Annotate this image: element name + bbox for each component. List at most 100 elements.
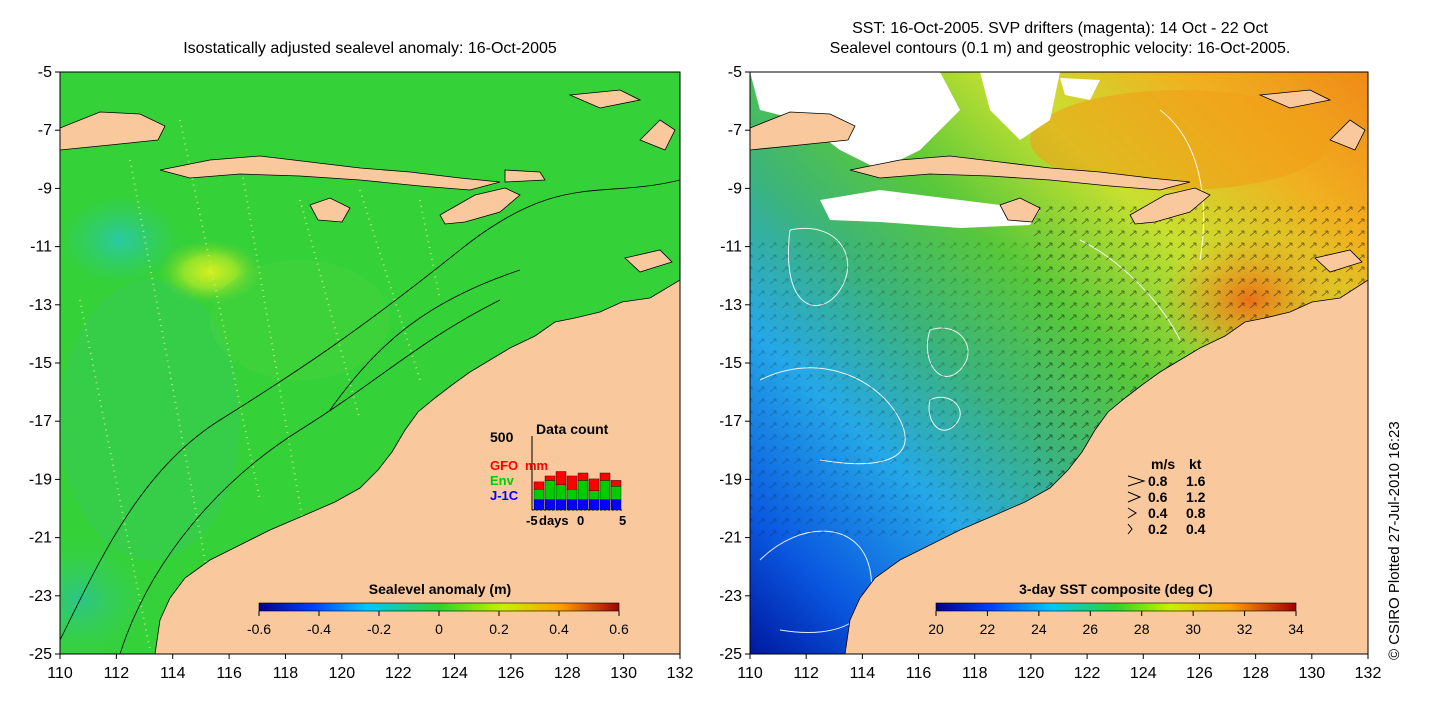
right-map-title-line2: Sealevel contours (0.1 m) and geostrophi…	[829, 40, 1291, 57]
data-count-bar-env	[599, 480, 611, 500]
data-count-bar-j1	[566, 499, 578, 511]
y-tick-label: -19	[720, 471, 742, 488]
left-colorbar-label: Sealevel anomaly (m)	[369, 581, 511, 597]
velocity-legend-ms-header: m/s	[1151, 456, 1175, 472]
velocity-legend-ms: 0.6	[1148, 489, 1168, 505]
x-tick-label: 126	[1186, 665, 1213, 682]
velocity-legend-ms: 0.2	[1148, 521, 1168, 537]
velocity-legend: m/s kt 0.8 1.60.6 1.20.4 0.80.2 0.4	[1127, 456, 1206, 537]
data-count-bar-env	[533, 489, 545, 500]
data-count-bar-j1	[555, 499, 567, 511]
velocity-legend-ms: 0.8	[1148, 473, 1168, 489]
right-axis-ticks: -5 -7 -9 -11 -13 -15 -17 -19 -21 -23 -25 110 112 114 1…	[720, 64, 1381, 682]
x-tick-label: 118	[962, 665, 988, 682]
y-tick-label: -5	[728, 64, 742, 81]
colorbar-tick-label: 34	[1288, 621, 1304, 637]
right-australia-land	[844, 279, 1368, 654]
legend-mm: mm	[525, 458, 548, 473]
legend-j1c: J-1C	[490, 488, 519, 503]
velocity-legend-arrow	[1127, 523, 1133, 535]
y-tick-label: -7	[728, 122, 742, 139]
x-tick-label: 110	[737, 665, 763, 682]
legend-gfo: GFO	[490, 458, 518, 473]
y-tick-label: -21	[29, 530, 52, 547]
data-count-bar-env	[577, 480, 589, 500]
left-australia-land	[154, 279, 680, 654]
data-count-inset: Data count 500 GFO mm Env J-1C -5 days 0…	[490, 421, 626, 528]
y-tick-label: -11	[30, 239, 52, 256]
x-tick-label: 118	[273, 665, 299, 682]
data-count-bar-gfo	[555, 471, 567, 486]
y-tick-label: -5	[38, 64, 52, 81]
y-tick-label: -13	[720, 297, 742, 314]
x-tick-label: 126	[498, 665, 525, 682]
colorbar-tick-label: 0.4	[549, 621, 569, 637]
velocity-legend-kt: 1.6	[1186, 473, 1206, 489]
data-count-bar-gfo	[577, 472, 589, 481]
x-tick-label: 128	[1242, 665, 1269, 682]
y-tick-label: -11	[720, 239, 742, 256]
x-tick-label: 130	[1298, 665, 1325, 682]
y-tick-label: -17	[720, 413, 742, 430]
data-count-bar-j1	[588, 499, 600, 511]
right-map-title-line1: SST: 16-Oct-2005. SVP drifters (magenta)…	[852, 20, 1268, 37]
data-count-x-end: 5	[619, 513, 626, 528]
data-count-bar-env	[610, 486, 622, 500]
data-count-bar-gfo	[544, 475, 556, 481]
data-count-bar-gfo	[533, 481, 545, 490]
x-tick-label: 132	[667, 665, 694, 682]
data-count-bar-j1	[610, 499, 622, 511]
x-tick-label: 130	[610, 665, 637, 682]
right-colorbar: 3-day SST composite (deg C) 20 22 24 26 28 30…	[928, 581, 1304, 637]
left-map-title: Isostatically adjusted sealevel anomaly:…	[183, 40, 557, 57]
y-tick-label: -17	[29, 413, 52, 430]
x-tick-label: 112	[104, 665, 130, 682]
x-tick-label: 120	[328, 665, 355, 682]
x-tick-label: 124	[1130, 665, 1157, 682]
data-count-max-label: 500	[490, 429, 514, 445]
y-tick-label: -15	[29, 355, 52, 372]
colorbar-tick-label: 30	[1185, 621, 1201, 637]
data-count-bar-j1	[544, 499, 556, 511]
x-tick-label: 114	[850, 665, 876, 682]
colorbar-tick-label: -0.2	[367, 621, 391, 637]
velocity-legend-kt: 0.8	[1186, 505, 1206, 521]
colorbar-tick-label: -0.6	[247, 621, 271, 637]
colorbar-tick-label: 0.6	[609, 621, 629, 637]
x-tick-label: 112	[793, 665, 819, 682]
data-count-bar-env	[555, 484, 567, 500]
data-count-bar-gfo	[610, 480, 622, 487]
legend-env: Env	[490, 473, 515, 488]
y-tick-label: -25	[720, 646, 742, 663]
data-count-bar-j1	[599, 499, 611, 511]
velocity-legend-arrow	[1127, 507, 1137, 519]
y-tick-label: -9	[38, 180, 52, 197]
y-tick-label: -23	[29, 588, 52, 605]
data-count-bar-gfo	[588, 478, 600, 491]
data-count-x-days: days	[539, 513, 569, 528]
x-tick-label: 124	[441, 665, 468, 682]
data-count-bar-env	[544, 480, 556, 500]
colorbar-tick-label: 24	[1031, 621, 1047, 637]
velocity-legend-ms: 0.4	[1148, 505, 1168, 521]
data-count-bar-gfo	[599, 472, 611, 481]
y-tick-label: -25	[29, 646, 52, 663]
x-tick-label: 116	[216, 665, 242, 682]
x-tick-label: 122	[1074, 665, 1101, 682]
x-tick-label: 110	[47, 665, 73, 682]
data-count-bar-env	[588, 490, 600, 500]
y-tick-label: -7	[38, 122, 52, 139]
colorbar-tick-label: 22	[980, 621, 996, 637]
velocity-legend-arrow	[1127, 491, 1142, 503]
y-tick-label: -21	[720, 530, 742, 547]
right-colorbar-label: 3-day SST composite (deg C)	[1019, 581, 1213, 597]
colorbar-tick-label: 28	[1134, 621, 1150, 637]
data-count-x-zero: 0	[577, 513, 584, 528]
y-tick-label: -23	[720, 588, 742, 605]
velocity-legend-kt: 1.2	[1186, 489, 1206, 505]
data-count-bars	[533, 471, 622, 511]
left-colorbar: Sealevel anomaly (m) -0.6 -0.4 -0.2 0 0.2 0.4…	[247, 581, 629, 637]
y-tick-label: -13	[29, 297, 52, 314]
y-tick-label: -15	[720, 355, 742, 372]
data-count-bar-gfo	[566, 475, 578, 490]
